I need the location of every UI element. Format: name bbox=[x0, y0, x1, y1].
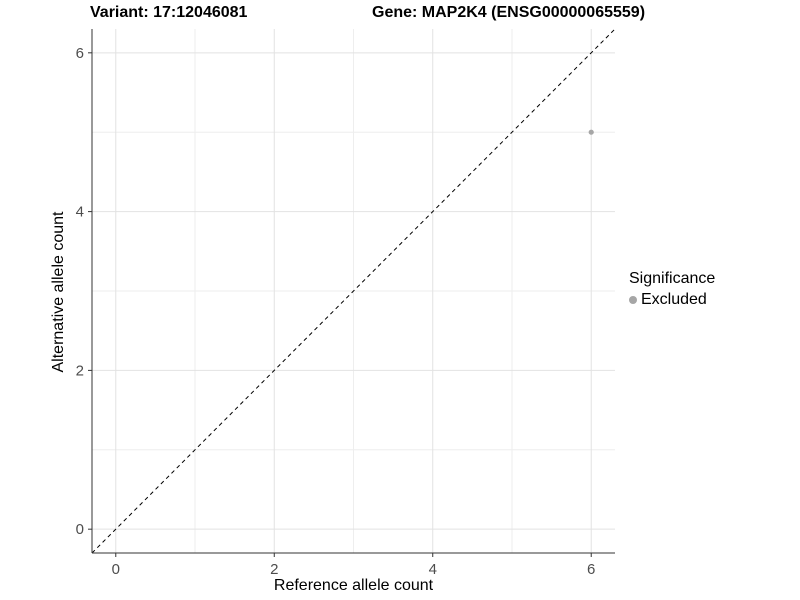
x-tick-label: 2 bbox=[270, 561, 278, 578]
y-tick-label: 6 bbox=[76, 45, 84, 62]
legend-entry-label: Excluded bbox=[641, 291, 707, 308]
x-tick-label: 6 bbox=[587, 561, 595, 578]
y-tick-label: 0 bbox=[76, 521, 84, 538]
x-tick-label: 0 bbox=[112, 561, 120, 578]
y-tick-label: 2 bbox=[76, 362, 84, 379]
x-axis-title: Reference allele count bbox=[273, 577, 434, 594]
variant-title: Variant: 17:12046081 bbox=[90, 4, 248, 21]
excluded-point-icon bbox=[629, 296, 637, 304]
legend: Significance Excluded bbox=[629, 270, 715, 309]
legend-title: Significance bbox=[629, 270, 716, 287]
x-tick-label: 4 bbox=[429, 561, 437, 578]
data-point bbox=[588, 129, 594, 135]
identity-reference-line bbox=[91, 28, 616, 554]
y-axis-title: Alternative allele count bbox=[50, 211, 67, 373]
y-tick-label: 4 bbox=[76, 204, 84, 221]
gene-title: Gene: MAP2K4 (ENSG00000065559) bbox=[372, 4, 646, 21]
legend-entry-excluded: Excluded bbox=[629, 291, 715, 309]
